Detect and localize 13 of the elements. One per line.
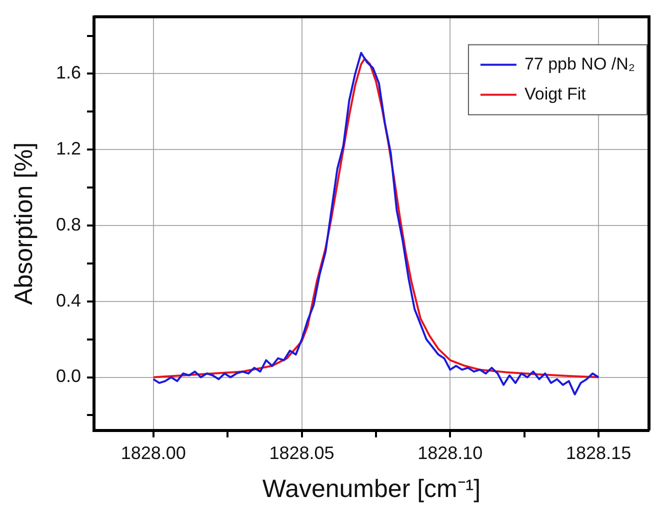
legend-label: Voigt Fit <box>524 84 586 104</box>
x-tick-label: 1828.10 <box>418 443 483 464</box>
y-tick-label: 1.6 <box>56 62 82 83</box>
legend-label: 77 ppb NO /N₂ <box>524 54 636 74</box>
y-tick-label: 0.8 <box>56 214 82 234</box>
x-tick-label: 1828.05 <box>269 443 334 464</box>
y-tick-label: 0.0 <box>56 366 82 386</box>
y-axis-title: Absorption [%] <box>10 142 38 305</box>
x-tick-label: 1828.00 <box>120 443 186 464</box>
y-tick-label: 0.4 <box>56 290 82 310</box>
x-axis-title: Wavenumber [cm⁻¹] <box>262 474 481 503</box>
x-tick-label: 1828.15 <box>566 443 632 464</box>
y-tick-label: 1.2 <box>56 138 82 159</box>
